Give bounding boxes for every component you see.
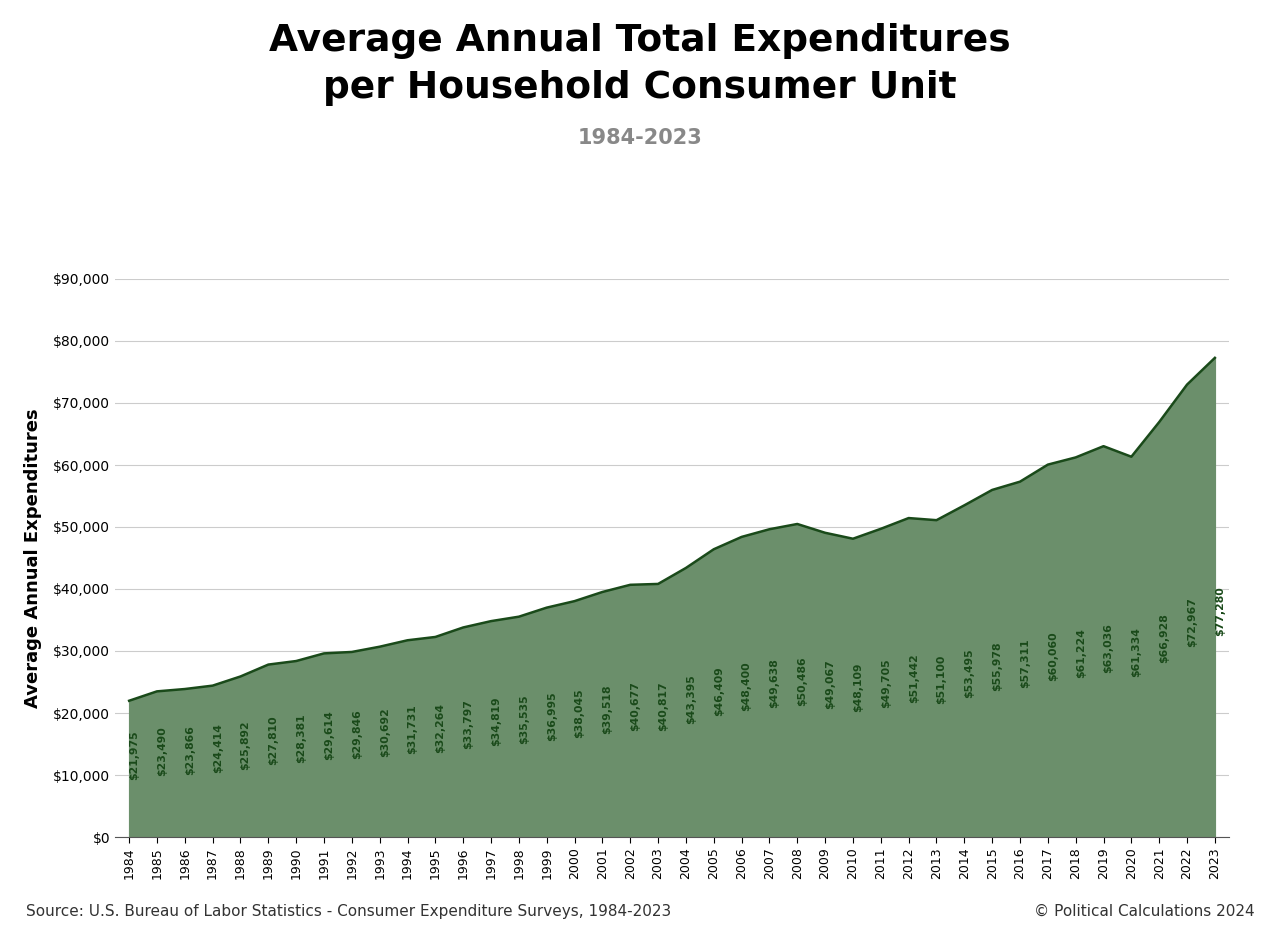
Text: $49,638: $49,638	[769, 658, 780, 708]
Text: $28,381: $28,381	[296, 713, 306, 764]
Text: $21,975: $21,975	[129, 730, 140, 779]
Text: $32,264: $32,264	[435, 703, 445, 753]
Text: $43,395: $43,395	[686, 674, 696, 724]
Text: $48,109: $48,109	[852, 662, 863, 711]
Text: $57,311: $57,311	[1020, 638, 1030, 688]
Text: $24,414: $24,414	[212, 724, 223, 774]
Text: $61,224: $61,224	[1075, 628, 1085, 678]
Text: $33,797: $33,797	[463, 699, 474, 749]
Text: $60,060: $60,060	[1048, 631, 1057, 681]
Text: $53,495: $53,495	[964, 648, 974, 698]
Y-axis label: Average Annual Expenditures: Average Annual Expenditures	[24, 408, 42, 708]
Text: $48,400: $48,400	[741, 661, 751, 711]
Text: $29,846: $29,846	[352, 710, 362, 759]
Text: $29,614: $29,614	[324, 711, 334, 760]
Text: $51,100: $51,100	[937, 655, 946, 704]
Text: $66,928: $66,928	[1160, 613, 1169, 663]
Text: $36,995: $36,995	[547, 691, 557, 740]
Text: $72,967: $72,967	[1187, 597, 1197, 647]
Text: Average Annual Total Expenditures: Average Annual Total Expenditures	[269, 23, 1011, 60]
Text: $77,280: $77,280	[1215, 586, 1225, 636]
Text: per Household Consumer Unit: per Household Consumer Unit	[323, 70, 957, 106]
Text: Source: U.S. Bureau of Labor Statistics - Consumer Expenditure Surveys, 1984-202: Source: U.S. Bureau of Labor Statistics …	[26, 904, 671, 919]
Text: $40,817: $40,817	[658, 681, 668, 731]
Text: $40,677: $40,677	[630, 681, 640, 731]
Text: $49,067: $49,067	[826, 659, 835, 710]
Text: $63,036: $63,036	[1103, 623, 1114, 672]
Text: $31,731: $31,731	[407, 705, 417, 754]
Text: $30,692: $30,692	[380, 708, 389, 757]
Text: $35,535: $35,535	[518, 695, 529, 745]
Text: $46,409: $46,409	[714, 667, 723, 716]
Text: $51,442: $51,442	[909, 653, 919, 703]
Text: $49,705: $49,705	[881, 658, 891, 708]
Text: $50,486: $50,486	[797, 656, 808, 706]
Text: $38,045: $38,045	[575, 688, 585, 737]
Text: © Political Calculations 2024: © Political Calculations 2024	[1034, 904, 1254, 919]
Text: 1984-2023: 1984-2023	[577, 128, 703, 149]
Text: $23,490: $23,490	[157, 726, 166, 776]
Text: $61,334: $61,334	[1132, 628, 1142, 677]
Text: $39,518: $39,518	[603, 684, 612, 734]
Text: $27,810: $27,810	[269, 715, 278, 764]
Text: $55,978: $55,978	[992, 642, 1002, 691]
Text: $34,819: $34,819	[492, 697, 500, 747]
Text: $25,892: $25,892	[241, 720, 251, 770]
Text: $23,866: $23,866	[184, 725, 195, 775]
